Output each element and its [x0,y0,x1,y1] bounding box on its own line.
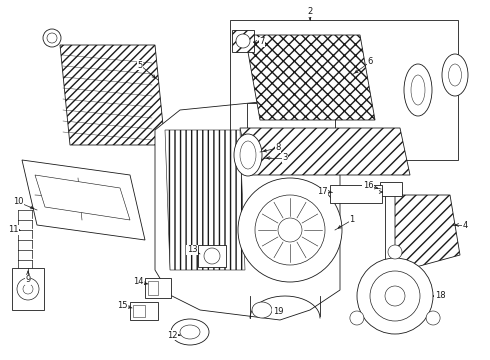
Bar [247,103,335,143]
Text: 17: 17 [317,188,327,197]
Text: 10: 10 [13,198,23,207]
Ellipse shape [171,319,209,345]
Ellipse shape [236,34,250,48]
Circle shape [43,29,61,47]
Ellipse shape [442,54,468,96]
Text: 6: 6 [368,58,373,67]
Ellipse shape [448,64,462,86]
Text: 7: 7 [259,37,265,46]
Polygon shape [155,100,340,320]
Polygon shape [245,35,375,120]
Circle shape [350,311,364,325]
Text: 1: 1 [349,216,355,225]
Polygon shape [395,195,460,270]
Text: 12: 12 [167,330,177,339]
Circle shape [357,258,433,334]
Bar [330,185,382,203]
Circle shape [255,195,325,265]
Polygon shape [60,45,165,145]
Bar [148,281,158,295]
Circle shape [370,271,420,321]
Circle shape [17,278,39,300]
Bar [232,30,254,52]
Bar [230,20,458,160]
Polygon shape [35,175,130,220]
Text: 4: 4 [463,220,467,230]
Circle shape [23,284,33,294]
Bar [130,302,158,320]
Text: 5: 5 [137,60,143,69]
Text: 9: 9 [25,275,30,284]
Polygon shape [240,128,410,175]
Polygon shape [165,130,245,270]
Circle shape [47,33,57,43]
Text: 8: 8 [275,144,281,153]
Text: 16: 16 [363,181,373,190]
Text: 14: 14 [133,278,143,287]
Text: 2: 2 [307,8,313,17]
Text: 18: 18 [435,292,445,301]
Ellipse shape [252,302,272,318]
Circle shape [388,245,402,259]
Ellipse shape [240,141,256,169]
Circle shape [278,218,302,242]
Bar [380,182,402,196]
Bar [133,305,145,317]
Text: 19: 19 [273,307,283,316]
Text: 15: 15 [117,301,127,310]
Bar [198,245,226,267]
Circle shape [238,178,342,282]
Text: 13: 13 [187,246,197,255]
Bar [12,268,44,310]
Ellipse shape [234,134,262,176]
Bar [145,278,171,298]
Text: 11: 11 [8,225,18,234]
Ellipse shape [404,64,432,116]
Polygon shape [22,160,145,240]
Ellipse shape [411,75,425,105]
Circle shape [385,286,405,306]
Circle shape [204,248,220,264]
Ellipse shape [180,325,200,339]
Text: 3: 3 [282,153,288,162]
Circle shape [426,311,440,325]
